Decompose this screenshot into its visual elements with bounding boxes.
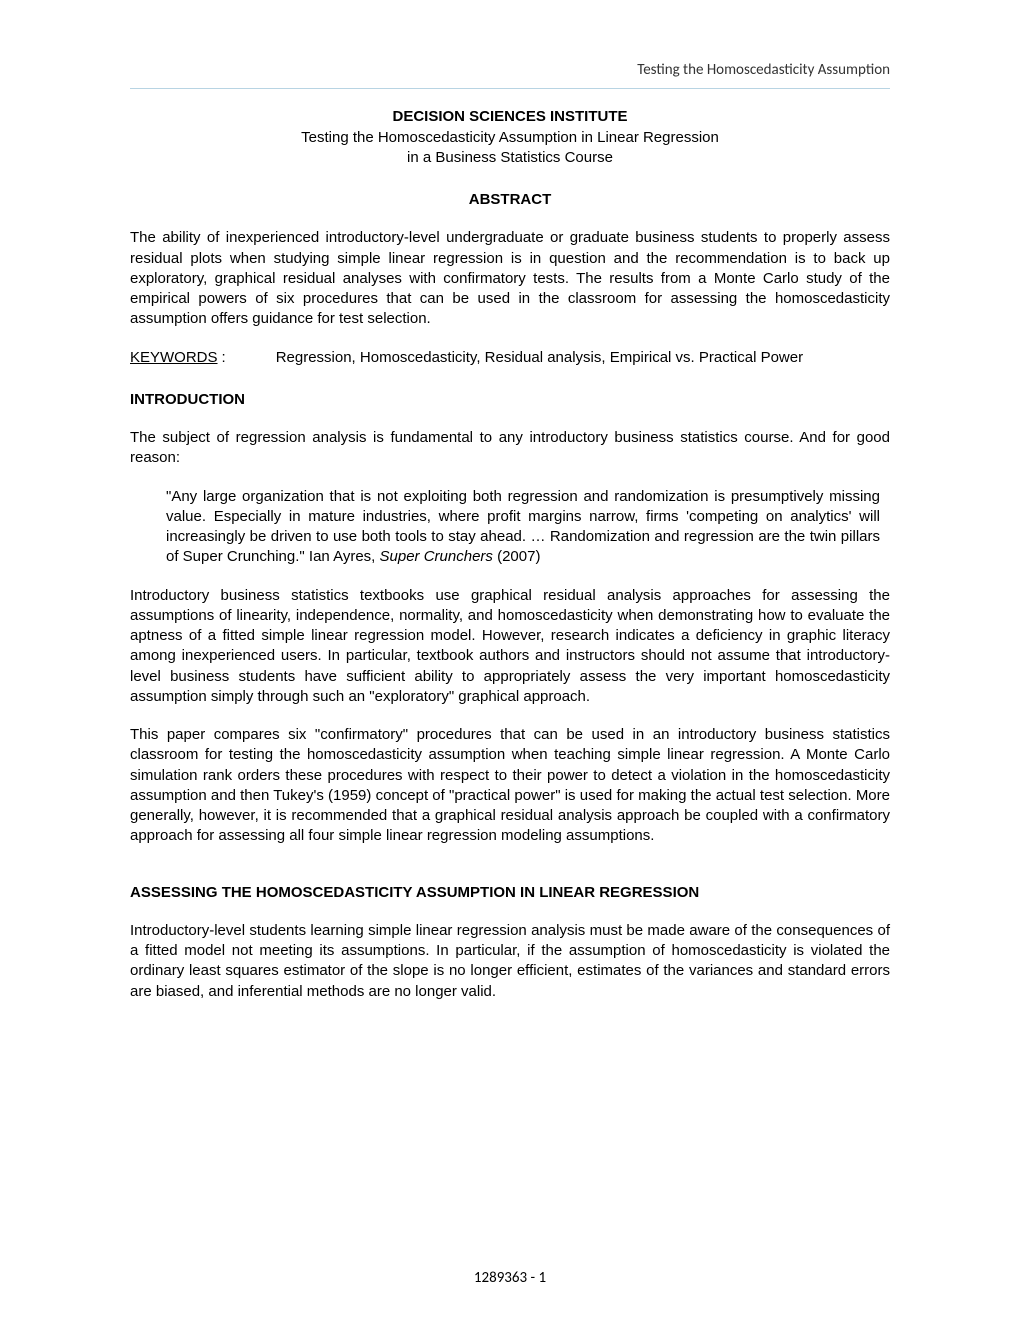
introduction-para2: Introductory business statistics textboo… bbox=[130, 586, 890, 708]
introduction-para3: This paper compares six "confirmatory" p… bbox=[130, 725, 890, 847]
paper-title-line2: in a Business Statistics Course bbox=[130, 148, 890, 168]
abstract-heading: ABSTRACT bbox=[130, 190, 890, 210]
running-header: Testing the Homoscedasticity Assumption bbox=[130, 60, 890, 80]
header-divider bbox=[130, 88, 890, 89]
quote-cite-year: (2007) bbox=[493, 548, 541, 565]
assessing-para1: Introductory-level students learning sim… bbox=[130, 921, 890, 1002]
institute-name: DECISION SCIENCES INSTITUTE bbox=[130, 107, 890, 127]
page-footer: 1289363 - 1 bbox=[0, 1268, 1020, 1288]
keywords-colon: : bbox=[222, 348, 276, 368]
quote-cite-title: Super Crunchers bbox=[380, 548, 493, 565]
assessing-heading: ASSESSING THE HOMOSCEDASTICITY ASSUMPTIO… bbox=[130, 883, 890, 903]
keywords-row: KEYWORDS: Regression, Homoscedasticity, … bbox=[130, 348, 890, 368]
introduction-heading: INTRODUCTION bbox=[130, 390, 890, 410]
title-block: DECISION SCIENCES INSTITUTE Testing the … bbox=[130, 107, 890, 168]
quote-block: "Any large organization that is not expl… bbox=[130, 487, 890, 568]
keywords-label: KEYWORDS bbox=[130, 348, 222, 368]
introduction-para1: The subject of regression analysis is fu… bbox=[130, 428, 890, 469]
keywords-value: Regression, Homoscedasticity, Residual a… bbox=[276, 348, 890, 368]
paper-title-line1: Testing the Homoscedasticity Assumption … bbox=[130, 128, 890, 148]
abstract-body: The ability of inexperienced introductor… bbox=[130, 228, 890, 329]
